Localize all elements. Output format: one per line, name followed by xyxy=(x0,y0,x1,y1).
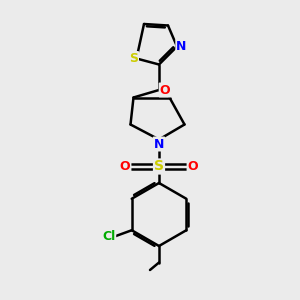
Text: Cl: Cl xyxy=(102,230,115,243)
Text: O: O xyxy=(188,160,198,173)
Text: O: O xyxy=(160,83,170,97)
Text: O: O xyxy=(120,160,130,173)
Text: S: S xyxy=(129,52,138,65)
Text: N: N xyxy=(176,40,187,53)
Text: S: S xyxy=(154,160,164,173)
Text: N: N xyxy=(154,137,164,151)
